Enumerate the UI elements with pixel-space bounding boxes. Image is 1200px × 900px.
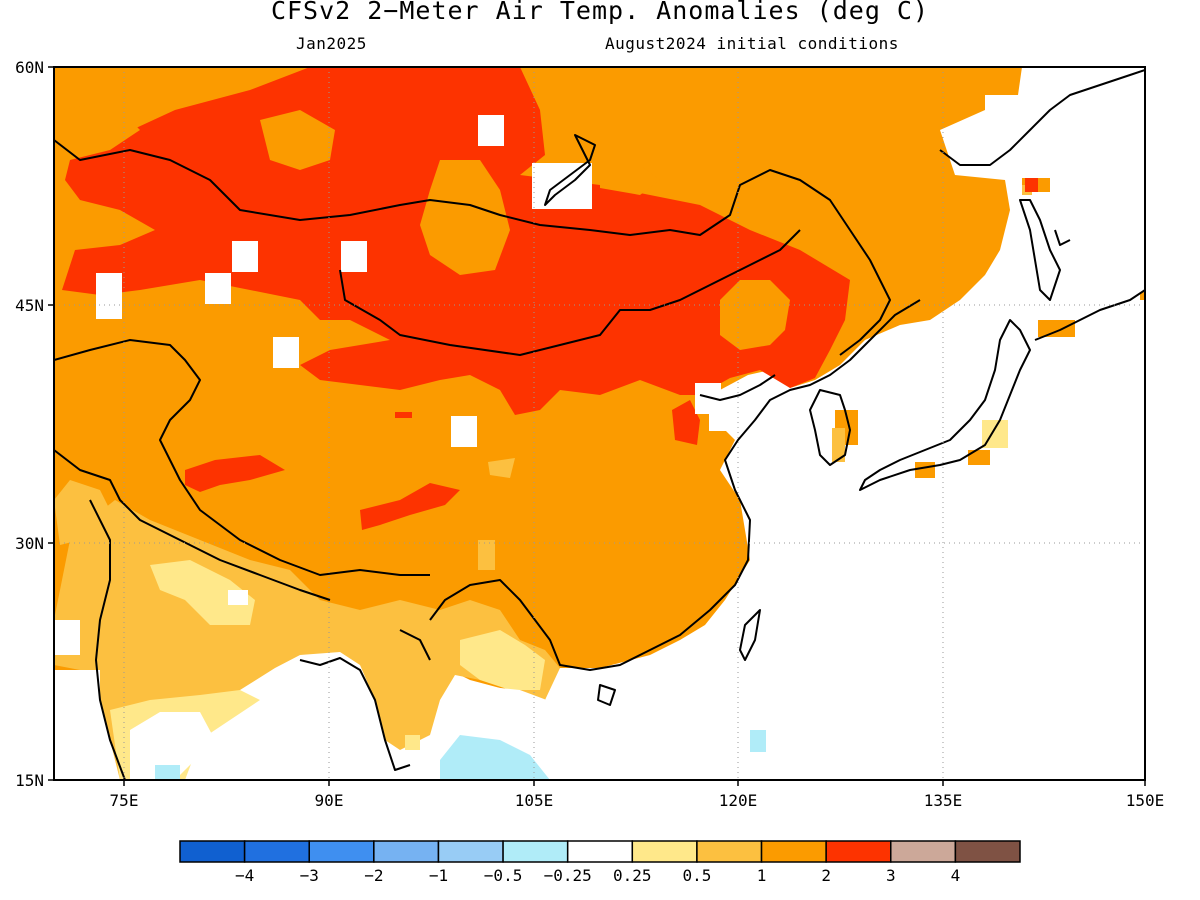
lon-label: 135E: [924, 791, 963, 810]
anomaly-region-near-zero: [130, 712, 215, 780]
colorbar-swatch: [631, 840, 698, 863]
colorbar-tick-label: −0.25: [544, 866, 592, 885]
anomaly-region-025-05: [460, 630, 545, 690]
anomaly-region-1-2: [915, 450, 990, 478]
masked-gridcells: [96, 115, 735, 447]
colorbar-labels: −4 −3 −2 −1 −0.5 −0.25 0.25 0.5 1 2 3 4: [235, 866, 960, 885]
lat-label: 30N: [15, 534, 44, 553]
anomaly-region-2-3: [360, 483, 460, 530]
anomaly-region-025-05: [405, 735, 420, 750]
anomaly-region-05-1: [54, 480, 110, 545]
anomaly-region-1-2: [420, 160, 510, 275]
colorbar-tick-label: 1: [757, 866, 767, 885]
lat-label: 60N: [15, 58, 44, 77]
lon-label: 105E: [515, 791, 554, 810]
colorbar-swatch: [760, 840, 827, 863]
colorbar-tick-label: −4: [235, 866, 254, 885]
colorbar-swatch: [566, 840, 634, 863]
anomaly-region-025-05: [150, 560, 255, 625]
anomaly-region-1-2: [260, 110, 335, 170]
colorbar-tick-label: −0.5: [484, 866, 523, 885]
anomaly-region-near-zero: [54, 620, 110, 780]
colorbar-swatch: [502, 840, 569, 863]
initial-conditions-label: August2024 initial conditions: [605, 34, 899, 53]
colorbar-tick-label: 4: [951, 866, 961, 885]
lon-label: 120E: [719, 791, 758, 810]
colorbar-tick-label: 0.5: [682, 866, 711, 885]
anomaly-region-m05-m025: [155, 730, 766, 780]
anomaly-region-2-3: [185, 455, 285, 492]
colorbar-swatch: [373, 840, 440, 863]
colorbar-tick-label: 2: [821, 866, 831, 885]
colorbar-swatch: [437, 840, 504, 863]
axis-ticks: [48, 66, 1146, 786]
map-title: CFSv2 2−Meter Air Temp. Anomalies (deg C…: [270, 0, 930, 25]
plot-frame: [53, 66, 1146, 781]
coastline-borders: [54, 69, 1145, 780]
anomaly-region-2-3: [672, 400, 700, 445]
lon-label: 150E: [1126, 791, 1165, 810]
lon-label: 90E: [315, 791, 344, 810]
colorbar-swatch: [954, 840, 1021, 863]
colorbar-tick-label: −1: [429, 866, 448, 885]
colorbar-tick-label: 0.25: [613, 866, 652, 885]
colorbar-swatch: [825, 840, 892, 863]
anomaly-region-near-zero: [228, 590, 248, 605]
colorbar-tick-label: −3: [300, 866, 319, 885]
anomaly-region-1-2: [600, 165, 660, 195]
colorbar-tick-label: −2: [364, 866, 383, 885]
lat-label: 45N: [15, 296, 44, 315]
colorbar-swatch: [179, 840, 246, 863]
anomaly-region-05-1: [478, 458, 515, 570]
colorbar: [179, 840, 1021, 863]
colorbar-swatch: [243, 840, 310, 863]
lat-label: 15N: [15, 771, 44, 790]
anomaly-region-1-2: [54, 100, 140, 160]
colorbar-swatch: [696, 840, 763, 863]
colorbar-swatch: [308, 840, 375, 863]
lon-label: 75E: [110, 791, 139, 810]
anomaly-field: [54, 67, 1145, 780]
valid-month-label: Jan2025: [296, 34, 367, 53]
graticule: [54, 67, 1145, 780]
colorbar-tick-label: 3: [886, 866, 896, 885]
colorbar-swatch: [890, 840, 957, 863]
